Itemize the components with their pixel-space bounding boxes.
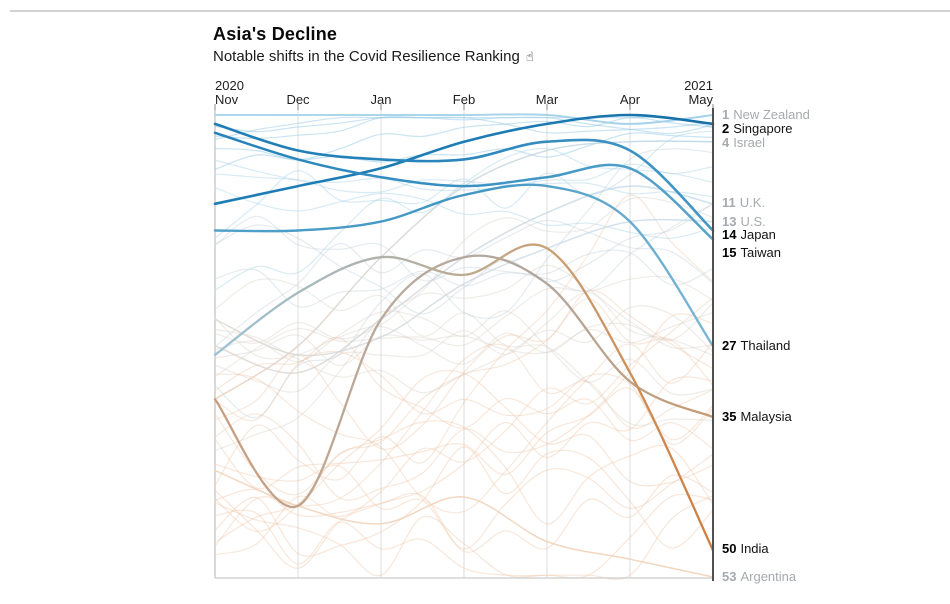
rank-label-argentina: 53 Argentina [722,569,796,585]
rank-label-u-s-: 13 U.S. [722,214,766,230]
background-line [214,369,714,543]
background-line [214,291,714,393]
rank-number: 11 [722,195,736,210]
month-label-apr: Apr [619,92,641,107]
background-line [214,305,714,394]
rank-label-malaysia[interactable]: 35 Malaysia [722,409,792,425]
rank-number: 27 [722,338,737,353]
rank-number: 53 [722,569,737,584]
line-thailand[interactable] [213,183,715,348]
background-line [214,202,714,315]
background-line [214,341,714,514]
country-name: New Zealand [733,107,810,122]
rank-number: 4 [722,135,730,150]
rank-number: 15 [722,245,737,260]
background-line [214,311,714,367]
rank-number: 14 [722,227,737,242]
rank-label-taiwan[interactable]: 15 Taiwan [722,245,781,261]
rank-label-japan[interactable]: 14 Japan [722,227,776,243]
rank-label-new-zealand: 1 New Zealand [722,107,810,123]
background-line [214,159,714,192]
background-line [214,116,714,140]
chart-title: Asia's Decline [213,24,338,44]
month-label-feb: Feb [452,92,476,107]
rank-label-thailand[interactable]: 27 Thailand [722,338,790,354]
rank-label-israel: 4 Israel [722,135,765,151]
background-line [214,130,714,239]
line-india[interactable] [213,243,715,552]
year-start-label: 2020 [215,78,244,93]
country-name: U.K. [739,195,766,210]
country-name: Israel [733,135,766,150]
background-line [214,297,714,556]
country-name: India [740,541,769,556]
rank-number: 13 [722,214,737,229]
month-label-jan: Jan [370,92,392,107]
month-label-dec: Dec [286,92,310,107]
line-japan[interactable] [213,122,715,232]
background-line [214,474,714,553]
background-line [214,187,714,239]
rank-label-u-k-: 11 U.K. [722,195,765,211]
line-taiwan[interactable] [213,131,715,241]
country-name: Japan [740,227,776,242]
background-line [214,173,714,198]
background-line [214,264,714,344]
rank-label-india[interactable]: 50 India [722,541,769,557]
background-line [214,278,714,427]
country-name: U.S. [740,214,766,229]
background-line [214,196,714,452]
background-line [214,336,714,450]
country-name: Malaysia [740,409,792,424]
month-label-nov: Nov [215,92,239,107]
background-line [214,215,714,286]
rank-number: 2 [722,121,730,136]
line-malaysia[interactable] [213,254,715,509]
hand-pointer-icon: ☝ [525,49,534,64]
top-divider [10,10,950,12]
year-end-label: 2021 [684,78,713,93]
background-line [214,494,714,580]
rank-label-singapore[interactable]: 2 Singapore [722,121,793,137]
chart-subtitle-text: Notable shifts in the Covid Resilience R… [213,48,520,65]
country-name: Singapore [733,121,793,136]
background-line [214,116,714,133]
line-singapore[interactable] [213,113,715,206]
background-line [214,453,714,550]
line-israel [214,140,714,401]
background-line [214,194,714,486]
month-label-mar: Mar [535,92,559,107]
background-line [214,310,714,396]
rank-number: 35 [722,409,737,424]
chart-subtitle: Notable shifts in the Covid Resilience R… [213,48,534,65]
background-line [214,376,714,569]
background-line [214,493,714,579]
month-label-may: May [688,92,713,107]
country-name: Taiwan [740,245,781,260]
background-line [214,387,714,490]
background-line [214,148,714,419]
background-line [214,275,714,378]
line-new-zealand [214,113,714,125]
country-name: Thailand [740,338,791,353]
country-name: Argentina [740,569,797,584]
rank-number: 1 [722,107,730,122]
background-line [214,203,714,308]
background-line [214,413,714,525]
background-line [214,351,714,441]
rank-number: 50 [722,541,737,556]
background-line [214,446,714,557]
